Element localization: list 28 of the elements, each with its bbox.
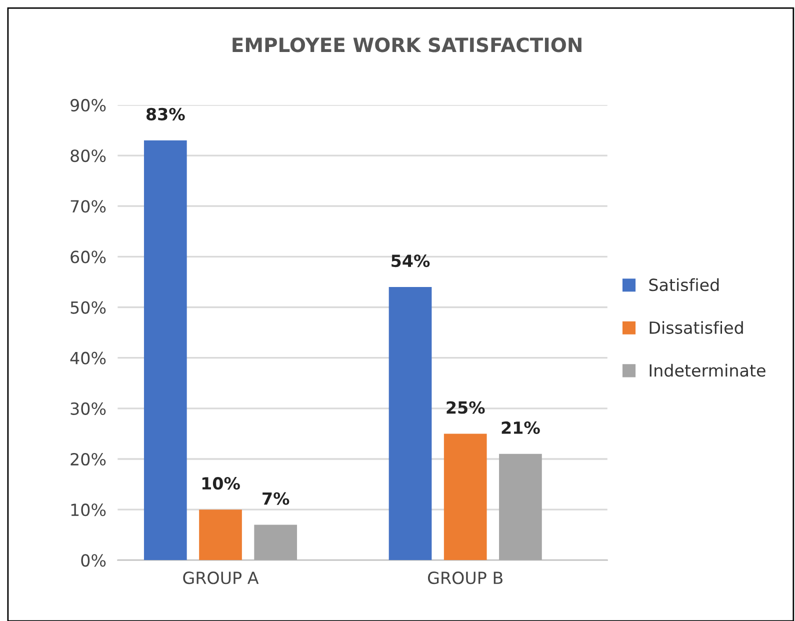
y-tick-label: 0%: [81, 554, 106, 567]
legend-label: Satisfied: [649, 278, 719, 292]
bar: [499, 454, 542, 560]
y-tick-label: 90%: [70, 98, 106, 112]
x-tick-label: GROUP A: [183, 572, 259, 584]
y-tick-label: 50%: [70, 301, 106, 314]
data-label: 54%: [392, 254, 430, 268]
data-label: 7%: [262, 492, 290, 505]
data-label: 21%: [502, 421, 540, 434]
bar: [254, 524, 298, 560]
legend-label: Indeterminate: [650, 364, 766, 377]
bar: [388, 287, 432, 560]
y-tick-label: 10%: [71, 504, 106, 516]
y-tick-label: 80%: [70, 149, 106, 162]
bar: [144, 140, 187, 560]
data-label: 10%: [202, 477, 240, 490]
y-tick-label: 20%: [70, 452, 106, 466]
y-tick-label: 60%: [70, 250, 106, 264]
y-tick-label: 40%: [70, 352, 106, 364]
bar: [444, 434, 487, 560]
y-tick-label: 30%: [70, 402, 106, 415]
y-tick-label: 70%: [70, 200, 106, 213]
bar: [199, 510, 242, 560]
legend-label: Dissatisfied: [650, 321, 743, 334]
chart-title: EMPLOYEE WORK SATISFACTION: [232, 38, 582, 52]
data-label: 83%: [146, 108, 185, 120]
data-label: 25%: [446, 401, 485, 414]
x-tick-label: GROUP B: [428, 572, 502, 584]
